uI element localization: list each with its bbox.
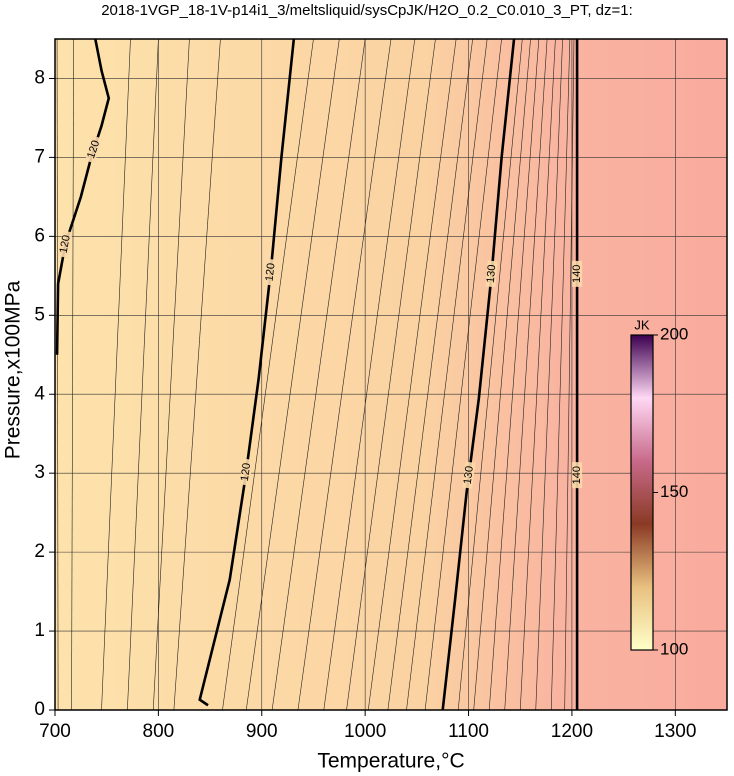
minor-contour [127,38,159,711]
contour-label: 120 [239,462,253,482]
minor-contour [473,38,531,711]
y-tick-label: 7 [34,146,45,167]
minor-contour [535,38,563,711]
chart-title: 2018-1VGP_18-1V-p14i1_3/meltsliquid/sysC… [101,2,633,19]
y-tick-label: 4 [34,383,45,404]
y-tick-label: 3 [34,462,45,483]
minor-contour [101,38,131,711]
minor-contour [56,38,59,711]
contour-label-bg [58,230,73,258]
contour-label: 120 [264,262,278,282]
plot-frame [54,38,728,711]
minor-contour [406,38,488,711]
x-tick-label: 1300 [654,721,696,742]
colorbar-tick-label: 200 [660,324,688,343]
contour-label: 140 [571,265,583,283]
contour-label-bg [572,260,583,287]
x-tick-label: 1000 [344,721,386,742]
x-tick-label: 700 [39,721,71,742]
contour-label: 120 [58,234,73,254]
colorbar-tick-label: 150 [660,482,688,501]
contour-label-bg [264,258,278,286]
contour-label: 130 [485,264,499,283]
minor-contour [519,38,556,711]
minor-contour [271,38,366,711]
y-tick-label: 0 [34,699,45,720]
minor-contour [387,38,473,711]
y-tick-label: 1 [34,620,45,641]
colorbar-tick-label: 100 [660,639,688,658]
minor-contour [504,38,548,711]
contour-line [441,38,516,711]
colorbar [630,334,654,651]
y-tick-label: 5 [34,304,45,325]
contour-label: 120 [85,139,102,160]
minor-contour [173,38,221,711]
contour-label-bg [462,461,476,489]
minor-contour [152,38,190,711]
minor-contour [457,38,523,711]
minor-contour [424,38,502,711]
minor-contour [564,38,575,711]
minor-contour [550,38,571,711]
contour-label-bg [84,135,103,164]
contour-label: 130 [462,465,476,485]
minor-contour [245,38,340,711]
y-tick-label: 6 [34,225,45,246]
x-tick-label: 1100 [448,721,489,742]
contour-label-bg [239,458,253,486]
contour-label-bg [572,462,583,489]
contour-label-bg [485,260,498,288]
minor-contour [71,38,74,711]
minor-contour [222,38,314,711]
x-tick-label: 900 [246,721,278,742]
minor-contour [367,38,457,711]
y-tick-label: 8 [34,67,45,88]
y-axis-label: Pressure,x100MPa [2,280,25,459]
minor-contour [488,38,540,711]
x-tick-label: 800 [143,721,175,742]
minor-contour [346,38,436,711]
contour-label: 140 [571,466,583,484]
minor-contour [297,38,392,711]
x-tick-label: 1200 [551,721,593,742]
x-axis-label: Temperature,°C [317,750,464,773]
minor-contour [323,38,416,711]
y-tick-label: 2 [34,541,45,562]
colorbar-label: JK [634,317,650,332]
